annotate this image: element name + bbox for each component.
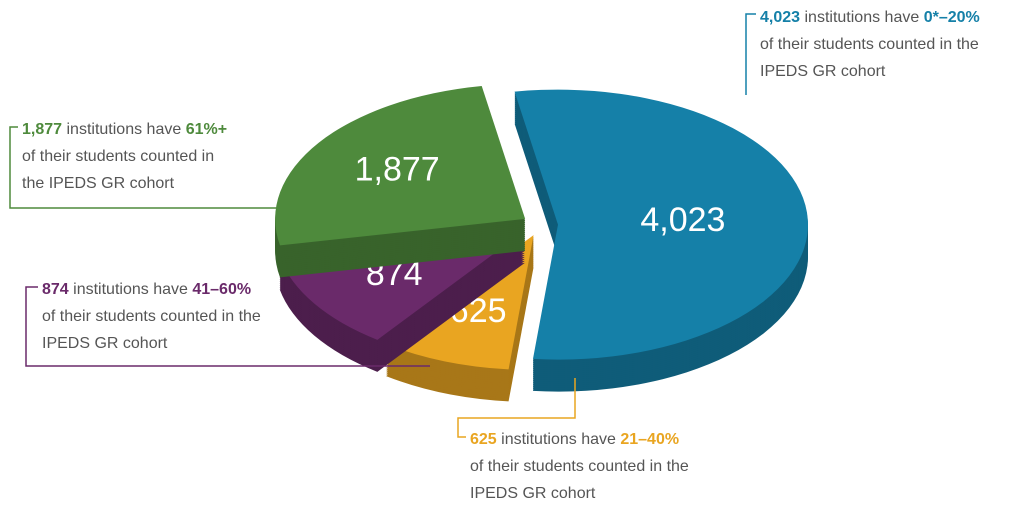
callout-line: 4,023 institutions have 0*–20% <box>760 9 980 26</box>
callout-line: of their students counted in the <box>760 36 979 53</box>
callout-line: of their students counted in the <box>42 308 261 325</box>
slice-label: 4,023 <box>640 201 725 239</box>
callout-text: institutions have <box>73 281 188 298</box>
callout-text: institutions have <box>501 431 616 448</box>
callout-value: 874 <box>42 281 69 298</box>
callout-line: of their students counted in the <box>470 458 689 475</box>
callout-category: 41–60% <box>192 281 251 298</box>
callout-line: 625 institutions have 21–40% <box>470 431 679 448</box>
callout-value: 1,877 <box>22 121 62 138</box>
callout-line: 874 institutions have 41–60% <box>42 281 251 298</box>
callout-line: of their students counted in <box>22 148 214 165</box>
callout-value: 625 <box>470 431 497 448</box>
callout-line: IPEDS GR cohort <box>760 63 886 80</box>
callout-category: 0*–20% <box>924 9 980 26</box>
callout-line: the IPEDS GR cohort <box>22 175 175 192</box>
leader-line <box>9 126 290 209</box>
callout-line: IPEDS GR cohort <box>42 335 168 352</box>
slice <box>514 89 808 360</box>
leader-line <box>457 378 576 438</box>
callout-value: 4,023 <box>760 9 800 26</box>
callout-category: 61%+ <box>186 121 227 138</box>
callout-category: 21–40% <box>620 431 679 448</box>
callout-text: institutions have <box>67 121 182 138</box>
callout-line: 1,877 institutions have 61%+ <box>22 121 227 138</box>
slice <box>275 85 526 246</box>
leader-line <box>745 13 756 95</box>
leader-line <box>25 286 430 367</box>
callout-line: IPEDS GR cohort <box>470 485 596 502</box>
slice-label: 1,877 <box>355 151 440 189</box>
callout-text: institutions have <box>805 9 920 26</box>
